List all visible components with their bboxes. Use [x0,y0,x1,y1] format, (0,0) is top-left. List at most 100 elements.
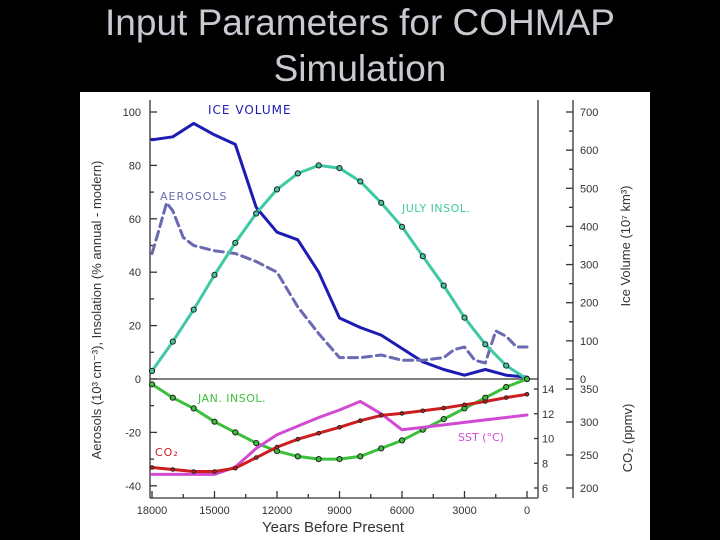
label-aerosols: AEROSOLS [160,190,228,203]
ice-tick-label: 500 [580,183,598,195]
data-point [336,456,343,463]
data-point [357,453,364,460]
ice-tick-label: 400 [580,221,598,233]
data-point [211,418,218,425]
data-point [169,394,176,401]
data-point [337,425,342,430]
label-jan-insol: JAN. INSOL. [197,392,266,405]
sst-tick-label: 8 [542,458,548,470]
data-point [190,405,197,412]
sst-tick-label: 14 [542,384,554,396]
data-point [253,455,259,460]
data-point [273,186,281,193]
data-point [232,239,239,246]
data-point [398,223,406,230]
label-co2: CO₂ [155,446,179,459]
data-point [315,456,322,463]
data-point [399,411,405,416]
data-point [233,465,238,471]
data-point [398,437,406,444]
x-tick-label: 9000 [327,505,351,517]
data-point [503,383,510,391]
sst-tick-label: 10 [542,434,554,446]
data-point [358,418,363,424]
data-point [191,469,196,474]
data-point [274,444,280,450]
x-axis-label: Years Before Present [262,519,405,536]
co2-axis-label: CO₂ (ppmv) [620,404,635,473]
data-point [253,210,260,217]
chart-background [80,92,650,540]
ice-axis-label: Ice Volume (10⁷ km³) [618,185,633,306]
co2-tick-label: 350 [580,384,598,396]
ice-tick-label: 0 [580,374,586,386]
data-point [170,467,176,472]
data-point [440,416,447,423]
series-layer [148,121,531,476]
data-point [148,381,156,388]
series-line-0 [150,121,529,379]
data-point [295,436,301,442]
data-point [211,271,218,278]
data-point [294,170,301,177]
data-point [315,162,322,169]
label-july-insol: JULY INSOL. [401,202,470,215]
ice-tick-label: 200 [580,298,598,310]
x-tick-label: 3000 [452,505,476,517]
ice-tick-label: 600 [580,145,598,157]
data-point [482,341,489,348]
data-point [190,306,197,313]
left-tick-label: 0 [135,374,141,386]
data-point [294,453,301,460]
data-point [462,402,467,408]
left-axis-label: Aerosols (10³ cm⁻³), Insolation (% annua… [89,161,104,460]
ice-tick-label: 100 [580,336,598,348]
title-line-2: Simulation [273,48,447,89]
data-point [419,253,426,260]
left-tick-label: -20 [125,427,141,439]
left-tick-label: 20 [129,321,141,333]
data-point [503,395,509,400]
data-point [357,178,364,185]
data-point [169,338,176,345]
data-point [524,392,530,397]
left-tick-label: 40 [129,267,141,279]
data-point [148,367,156,375]
data-point [461,314,468,321]
left-tick-label: 80 [129,160,141,172]
data-point [232,429,239,436]
x-tick-label: 12000 [262,505,293,517]
data-point [503,362,510,369]
x-tick-label: 0 [524,505,530,517]
label-ice-volume: ICE VOLUME [208,103,292,117]
data-point [440,282,447,289]
co2-tick-label: 200 [580,483,598,495]
data-point [149,465,155,470]
title-line-1: Input Parameters for COHMAP [105,2,615,43]
data-point [212,469,217,474]
data-point [253,440,260,447]
axes-layer: 18000 15000 12000 9000 6000 3000 0100806040200… [123,100,598,517]
series-line-4 [150,399,529,476]
slide-title: Input Parameters for COHMAP Simulation [0,0,720,92]
label-sst: SST (°C) [458,431,504,444]
ice-tick-label: 300 [580,260,598,272]
data-point [378,199,385,206]
co2-tick-label: 250 [580,450,598,462]
x-tick-label: 6000 [390,505,414,517]
data-point [483,399,488,404]
ice-tick-label: 700 [580,107,598,119]
left-tick-label: 100 [123,107,141,119]
co2-tick-label: 300 [580,417,598,429]
series-line-1 [150,201,529,365]
data-point [441,405,447,411]
x-tick-label: 15000 [199,505,230,517]
sst-tick-label: 6 [542,483,548,495]
left-tick-label: -40 [125,481,141,493]
left-tick-label: 60 [129,214,141,226]
x-tick-label: 18000 [137,505,168,517]
data-point [336,165,343,172]
sst-tick-label: 12 [542,409,554,421]
data-point [316,430,322,436]
